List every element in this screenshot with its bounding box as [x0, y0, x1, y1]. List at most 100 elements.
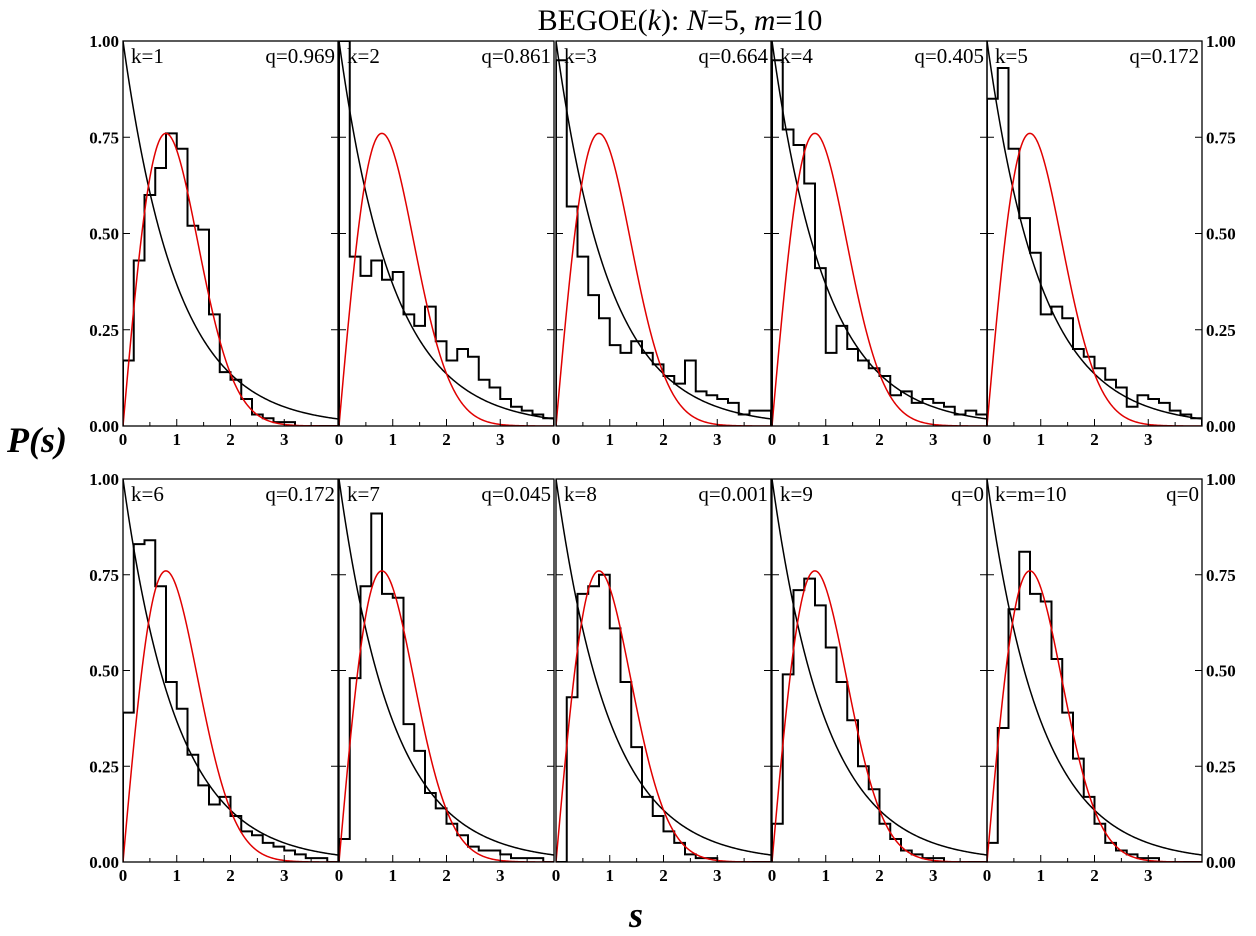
x-tick-label: 3 — [280, 866, 289, 885]
panel-q-label: q=0.001 — [698, 482, 768, 506]
panel-8: 0 1 2 3 k=8 q=0.001 — [552, 478, 772, 885]
x-tick-label: 3 — [713, 866, 722, 885]
x-tick-label: 3 — [1144, 866, 1153, 885]
y-tick-label-right: 0.00 — [1206, 417, 1236, 436]
y-tick-label-right: 0.00 — [1206, 853, 1236, 872]
x-tick-label: 1 — [173, 430, 182, 449]
y-tick-label-right: 0.50 — [1206, 662, 1236, 681]
x-tick-label: 0 — [335, 866, 344, 885]
panel-10: 0 1 2 3 0.00 0.25 0.50 0.75 1.00 k=m=10 q=0 — [983, 470, 1236, 885]
panel-frame — [555, 478, 772, 863]
x-tick-label: 1 — [1037, 430, 1046, 449]
panel-5: 0 1 2 3 0.00 0.25 0.50 0.75 1.00 k=5 q=0.172 — [983, 32, 1236, 449]
x-tick-label: 3 — [713, 430, 722, 449]
poisson-curve — [772, 41, 987, 420]
x-tick-label: 2 — [226, 866, 235, 885]
panel-k-label: k=5 — [995, 44, 1028, 68]
panel-q-label: q=0.172 — [1129, 44, 1199, 68]
x-tick-label: 1 — [822, 866, 831, 885]
x-tick-label: 1 — [822, 430, 831, 449]
x-tick-label: 1 — [606, 430, 615, 449]
panel-k-label: k=6 — [131, 482, 164, 506]
panel-frame — [338, 40, 555, 427]
panel-3: 0 1 2 3 k=3 q=0.664 — [552, 40, 772, 449]
panel-6: 0 1 2 3 0.00 0.25 0.50 0.75 1.00 k=6 q=0.172 — [89, 470, 339, 885]
x-tick-label: 0 — [335, 430, 344, 449]
x-axis-label: s — [628, 895, 643, 935]
panel-k-label: k=3 — [564, 44, 597, 68]
panels-group: 0 1 2 3 0.00 0.25 0.50 0.75 1.00 k=1 q=0.969 0 1 2 3 k=… — [89, 32, 1236, 885]
panel-q-label: q=0.045 — [481, 482, 551, 506]
x-tick-label: 0 — [768, 866, 777, 885]
histogram-series — [339, 512, 554, 862]
y-tick-label-right: 1.00 — [1206, 470, 1236, 489]
x-tick-label: 0 — [768, 430, 777, 449]
y-tick-label-right: 0.50 — [1206, 225, 1236, 244]
x-tick-label: 2 — [875, 430, 884, 449]
histogram-series — [556, 573, 771, 862]
y-tick-label-right: 0.25 — [1206, 757, 1236, 776]
panel-1: 0 1 2 3 0.00 0.25 0.50 0.75 1.00 k=1 q=0.969 — [89, 32, 339, 449]
panel-q-label: q=0.861 — [481, 44, 551, 68]
panel-k-label: k=m=10 — [995, 482, 1067, 506]
histogram-series — [772, 59, 987, 426]
x-tick-label: 2 — [875, 866, 884, 885]
x-tick-label: 2 — [442, 866, 451, 885]
x-tick-label: 0 — [552, 430, 561, 449]
histogram-series — [987, 550, 1202, 862]
panel-q-label: q=0 — [951, 482, 984, 506]
x-tick-label: 1 — [389, 430, 398, 449]
x-tick-label: 2 — [659, 866, 668, 885]
panel-7: 0 1 2 3 k=7 q=0.045 — [335, 478, 555, 885]
y-tick-label-left: 0.00 — [89, 417, 119, 436]
y-tick-label-right: 1.00 — [1206, 32, 1236, 51]
panel-4: 0 1 2 3 k=4 q=0.405 — [768, 40, 988, 449]
panel-2: 0 1 2 3 k=2 q=0.861 — [335, 40, 555, 449]
panel-k-label: k=4 — [780, 44, 813, 68]
panel-k-label: k=8 — [564, 482, 597, 506]
x-tick-label: 2 — [226, 430, 235, 449]
x-tick-label: 3 — [496, 866, 505, 885]
poisson-curve — [556, 479, 771, 856]
panel-frame — [122, 40, 339, 427]
x-tick-label: 3 — [280, 430, 289, 449]
x-tick-label: 3 — [929, 430, 938, 449]
histogram-series — [339, 41, 554, 426]
x-tick-label: 0 — [119, 430, 128, 449]
panel-k-label: k=7 — [347, 482, 380, 506]
panel-q-label: q=0 — [1166, 482, 1199, 506]
x-tick-label: 3 — [496, 430, 505, 449]
x-tick-label: 1 — [389, 866, 398, 885]
x-tick-label: 0 — [552, 866, 561, 885]
x-tick-label: 1 — [173, 866, 182, 885]
panel-q-label: q=0.969 — [265, 44, 335, 68]
x-tick-label: 2 — [442, 430, 451, 449]
wigner-curve — [123, 570, 338, 862]
panel-q-label: q=0.405 — [914, 44, 984, 68]
x-tick-label: 2 — [1090, 430, 1099, 449]
x-tick-label: 3 — [929, 866, 938, 885]
x-tick-label: 2 — [1090, 866, 1099, 885]
x-tick-label: 1 — [1037, 866, 1046, 885]
poisson-curve — [556, 41, 771, 420]
y-tick-label-left: 0.25 — [89, 321, 119, 340]
panel-k-label: k=1 — [131, 44, 164, 68]
panel-k-label: k=9 — [780, 482, 813, 506]
y-tick-label-left: 0.25 — [89, 757, 119, 776]
x-tick-label: 3 — [1144, 430, 1153, 449]
chart-title: BEGOE(k): N=5, m=10 — [538, 4, 823, 37]
poisson-curve — [339, 41, 554, 420]
wigner-curve — [339, 132, 554, 426]
histogram-series — [772, 577, 987, 862]
y-axis-label: P(s) — [6, 420, 67, 460]
y-tick-label-left: 0.50 — [89, 662, 119, 681]
x-tick-label: 0 — [119, 866, 128, 885]
y-tick-label-right: 0.75 — [1206, 128, 1236, 147]
x-tick-label: 0 — [983, 866, 992, 885]
y-tick-label-left: 0.75 — [89, 128, 119, 147]
panel-q-label: q=0.664 — [698, 44, 768, 68]
histogram-series — [556, 59, 771, 426]
y-tick-label-left: 0.50 — [89, 225, 119, 244]
